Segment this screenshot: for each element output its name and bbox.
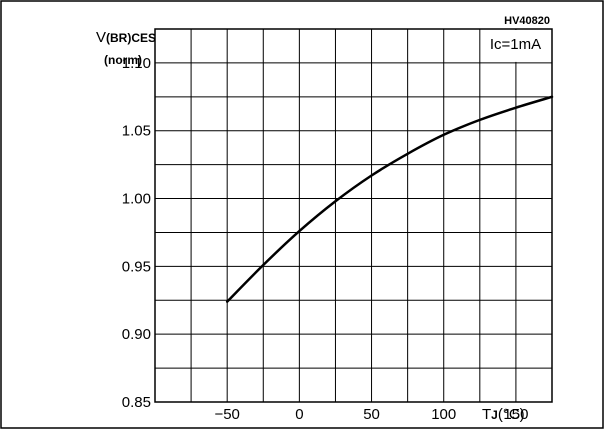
y-axis-ticks: 0.85 0.90 0.95 1.00 1.05 1.10	[122, 55, 151, 411]
y-tick-label: 0.90	[122, 326, 151, 343]
y-axis-title: V(BR)CES (norm)	[96, 29, 156, 67]
grid	[155, 29, 552, 402]
x-tick-label: −50	[214, 406, 239, 423]
y-axis-label-norm: (norm)	[104, 53, 142, 67]
x-axis-label-unit: (°C)	[498, 406, 525, 423]
condition-label: Ic=1mA	[490, 36, 541, 53]
y-tick-label: 0.85	[122, 394, 151, 411]
figure-code: HV40820	[504, 15, 550, 27]
x-tick-label: 150	[503, 406, 528, 423]
y-axis-label: V(BR)CES	[96, 29, 156, 46]
x-axis-label-main: T	[482, 406, 491, 423]
x-tick-label: 100	[431, 406, 456, 423]
y-axis-label-sub: (BR)CES	[106, 31, 156, 45]
plot-frame	[154, 28, 553, 403]
y-tick-label: 0.95	[122, 258, 151, 275]
x-axis-label: TJ(°C)	[482, 406, 525, 423]
x-tick-label: 50	[363, 406, 380, 423]
x-tick-label: 0	[295, 406, 303, 423]
condition-box	[480, 30, 551, 62]
x-axis-label-sub: J	[491, 408, 498, 422]
y-tick-label: 1.05	[122, 123, 151, 140]
y-tick-label: 1.10	[122, 55, 151, 72]
series-line	[225, 95, 554, 303]
x-axis-title: TJ(°C)	[482, 406, 525, 423]
x-axis-ticks: −50 0 50 100 150	[214, 406, 528, 423]
y-axis-label-main: V	[96, 29, 106, 46]
y-tick-label: 1.00	[122, 191, 151, 208]
